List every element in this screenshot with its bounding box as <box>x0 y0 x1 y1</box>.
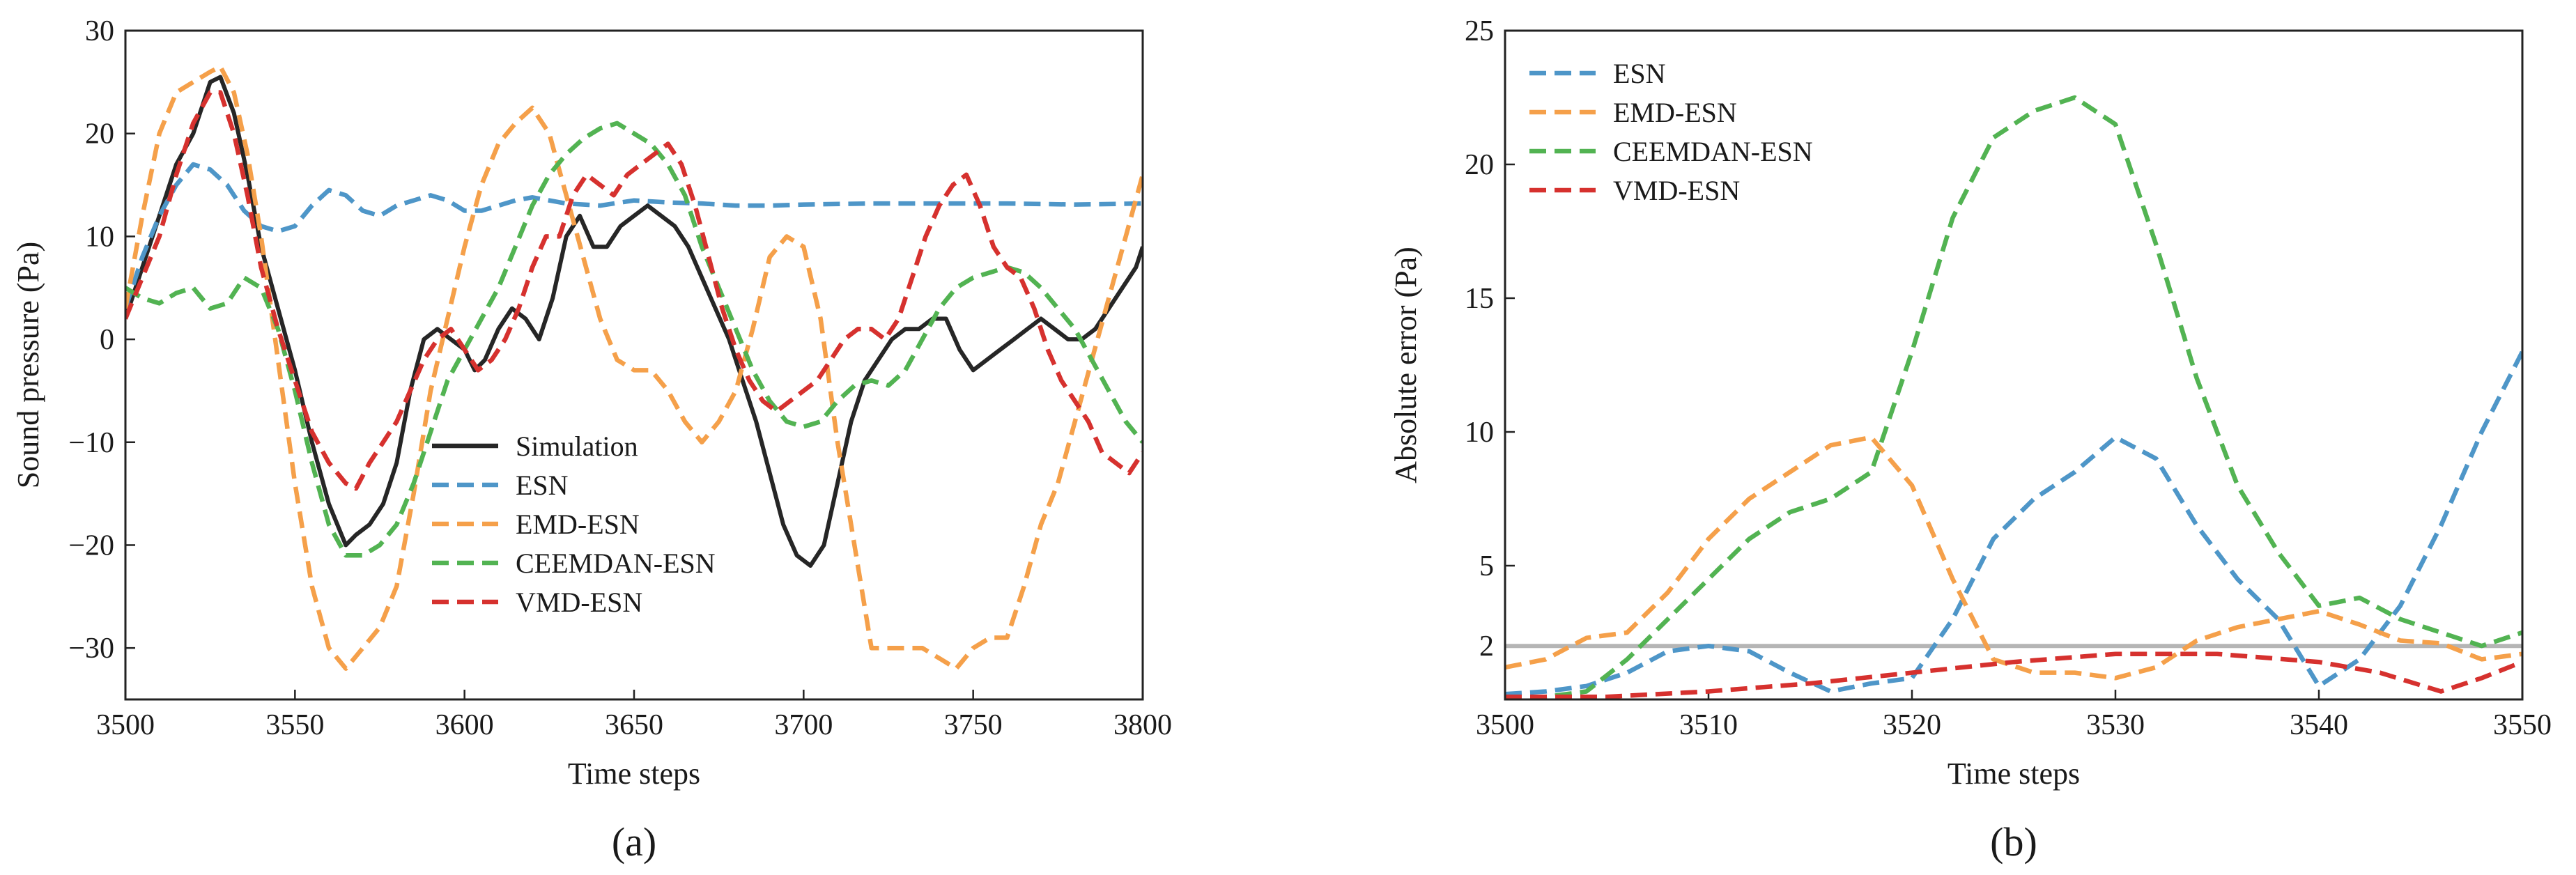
y-tick-label: 2 <box>1479 630 1494 663</box>
x-tick-label: 3520 <box>1883 709 1941 741</box>
legend: ESN EMD-ESN CEEMDAN-ESN VMD-ESN <box>1529 58 1813 206</box>
legend: Simulation ESN EMD-ESN CEEMDAN-ESN VMD-ESN <box>432 431 716 618</box>
legend-label-ceemdan-esn: CEEMDAN-ESN <box>516 548 716 579</box>
x-axis-label: Time steps <box>568 757 700 791</box>
legend-label-esn: ESN <box>516 470 569 501</box>
y-tick-label: 30 <box>85 15 114 47</box>
y-tick-label: 20 <box>85 118 114 150</box>
series-group <box>1505 95 2522 699</box>
series-line-emd-esn <box>1505 435 2522 681</box>
y-tick-label: −20 <box>68 529 114 562</box>
panel-label: (b) <box>1990 819 2037 865</box>
series-line-esn <box>1505 350 2522 697</box>
y-tick-label: 5 <box>1479 550 1494 582</box>
y-tick-label: 20 <box>1465 149 1494 181</box>
y-tick-label: 10 <box>85 221 114 253</box>
axis-ticks: 3500 3550 3600 3650 3700 3750 3800 −30 −20 −10 0 10… <box>68 15 1172 741</box>
y-axis-label: Sound pressure (Pa) <box>11 242 45 488</box>
x-tick-label: 3500 <box>96 709 155 741</box>
legend-label-emd-esn: EMD-ESN <box>516 509 640 540</box>
legend-label-vmd-esn: VMD-ESN <box>516 587 642 618</box>
legend-label-esn: ESN <box>1613 58 1666 89</box>
plot-frame <box>1504 29 2524 701</box>
series-line-vmd-esn <box>1505 651 2522 699</box>
plot-frame <box>124 29 1144 701</box>
y-axis-label: Absolute error (Pa) <box>1389 247 1423 483</box>
x-tick-label: 3550 <box>265 709 324 741</box>
chart-panel-a: 3500 3550 3600 3650 3700 3750 3800 −30 −20 −10 0 10… <box>11 15 1172 865</box>
y-tick-label: 15 <box>1465 283 1494 315</box>
x-tick-label: 3530 <box>2086 709 2145 741</box>
y-tick-label: −30 <box>68 633 114 665</box>
series-group <box>125 64 1143 671</box>
y-tick-label: −10 <box>68 427 114 459</box>
y-tick-label: 10 <box>1465 417 1494 449</box>
x-tick-label: 3750 <box>944 709 1003 741</box>
x-tick-label: 3650 <box>605 709 663 741</box>
x-tick-label: 3800 <box>1113 709 1172 741</box>
x-tick-label: 3550 <box>2493 709 2552 741</box>
series-line-ceemdan-esn <box>125 121 1143 558</box>
legend-label-emd-esn: EMD-ESN <box>1613 97 1737 128</box>
x-tick-label: 3700 <box>774 709 833 741</box>
legend-label-simulation: Simulation <box>516 431 638 462</box>
x-axis-label: Time steps <box>1948 757 2080 791</box>
series-line-vmd-esn <box>125 90 1143 491</box>
x-tick-label: 3510 <box>1679 709 1738 741</box>
x-tick-label: 3600 <box>435 709 494 741</box>
y-tick-label: 0 <box>100 324 114 356</box>
series-line-esn <box>125 162 1143 309</box>
series-line-simulation <box>125 75 1143 568</box>
legend-label-vmd-esn: VMD-ESN <box>1613 175 1740 206</box>
legend-label-ceemdan-esn: CEEMDAN-ESN <box>1613 136 1813 167</box>
panel-label: (a) <box>612 819 656 865</box>
x-tick-label: 3500 <box>1476 709 1534 741</box>
y-tick-label: 25 <box>1465 15 1494 47</box>
x-tick-label: 3540 <box>2290 709 2348 741</box>
